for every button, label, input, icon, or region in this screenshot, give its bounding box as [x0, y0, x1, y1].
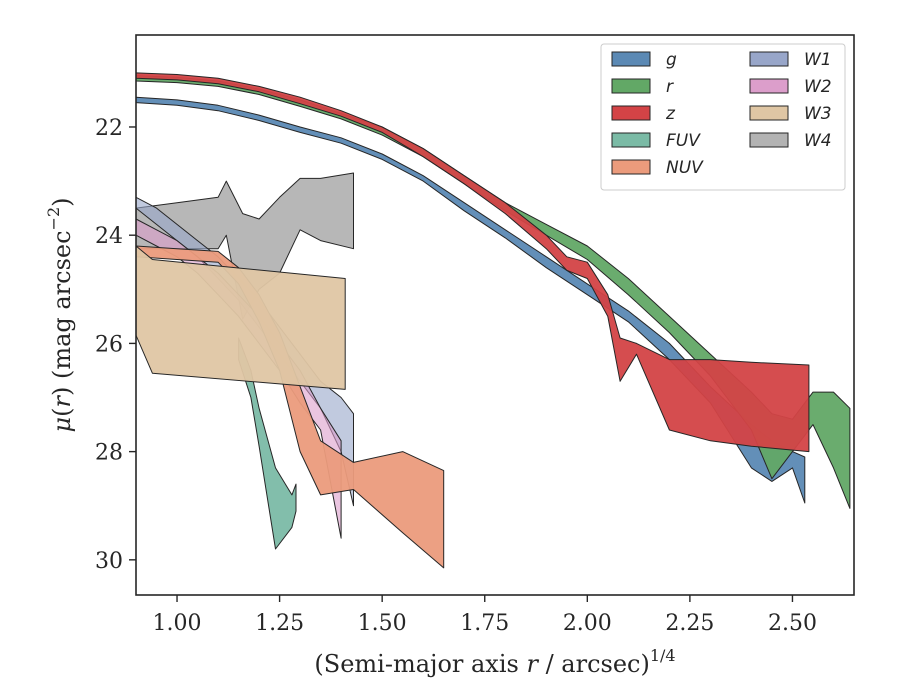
legend-swatch-g — [611, 51, 651, 67]
y-tick-label: 30 — [95, 549, 123, 574]
band-w3 — [136, 245, 346, 390]
y-tick-label: 22 — [95, 116, 123, 141]
legend-swatch-w3 — [749, 105, 789, 121]
legend-label-w4: W4 — [804, 131, 832, 151]
legend-swatch-w2 — [749, 78, 789, 94]
legend: grz FUV NUV W1 W2 W3 W4 — [600, 43, 846, 191]
y-tick-label: 26 — [95, 332, 123, 357]
x-tick-label: 1.50 — [358, 611, 407, 636]
legend-label-w2: W2 — [804, 77, 832, 97]
y-tick-label: 24 — [95, 224, 123, 249]
x-tick-label: 2.50 — [768, 611, 817, 636]
y-axis: 22 24 26 28 30 — [95, 116, 136, 574]
y-axis-label: μ(r) (mag arcsec−2) — [44, 197, 76, 432]
plot-area — [136, 72, 851, 569]
legend-swatch-w1 — [749, 51, 789, 67]
x-tick-label: 1.00 — [153, 611, 202, 636]
x-tick-label: 1.25 — [255, 611, 304, 636]
legend-label-z: z — [665, 104, 676, 124]
legend-swatch-r — [611, 78, 651, 94]
legend-label-w1: W1 — [804, 50, 832, 70]
legend-label-nuv: NUV — [666, 158, 704, 178]
x-tick-label: 2.25 — [665, 611, 714, 636]
band-g — [136, 96, 806, 504]
plot-frame — [135, 34, 855, 596]
legend-swatch-w4 — [749, 132, 789, 148]
legend-swatch-nuv — [611, 159, 651, 175]
x-axis: 1.00 1.25 1.50 1.75 2.00 2.25 2.50 — [153, 595, 817, 636]
x-axis-label: (Semi-major axis r / arcsec)1/4 — [314, 646, 675, 678]
legend-swatch-z — [611, 105, 651, 121]
legend-swatch-fuv — [611, 132, 651, 148]
legend-label-g: g — [666, 50, 677, 70]
legend-label-r: r — [666, 77, 674, 97]
legend-label-fuv: FUV — [666, 131, 701, 151]
band-z — [136, 72, 810, 453]
band-w4 — [136, 172, 354, 320]
y-tick-label: 28 — [95, 441, 123, 466]
x-tick-label: 2.00 — [563, 611, 612, 636]
x-tick-label: 1.75 — [460, 611, 509, 636]
legend-label-w3: W3 — [804, 104, 832, 124]
band-fuv — [238, 337, 297, 550]
